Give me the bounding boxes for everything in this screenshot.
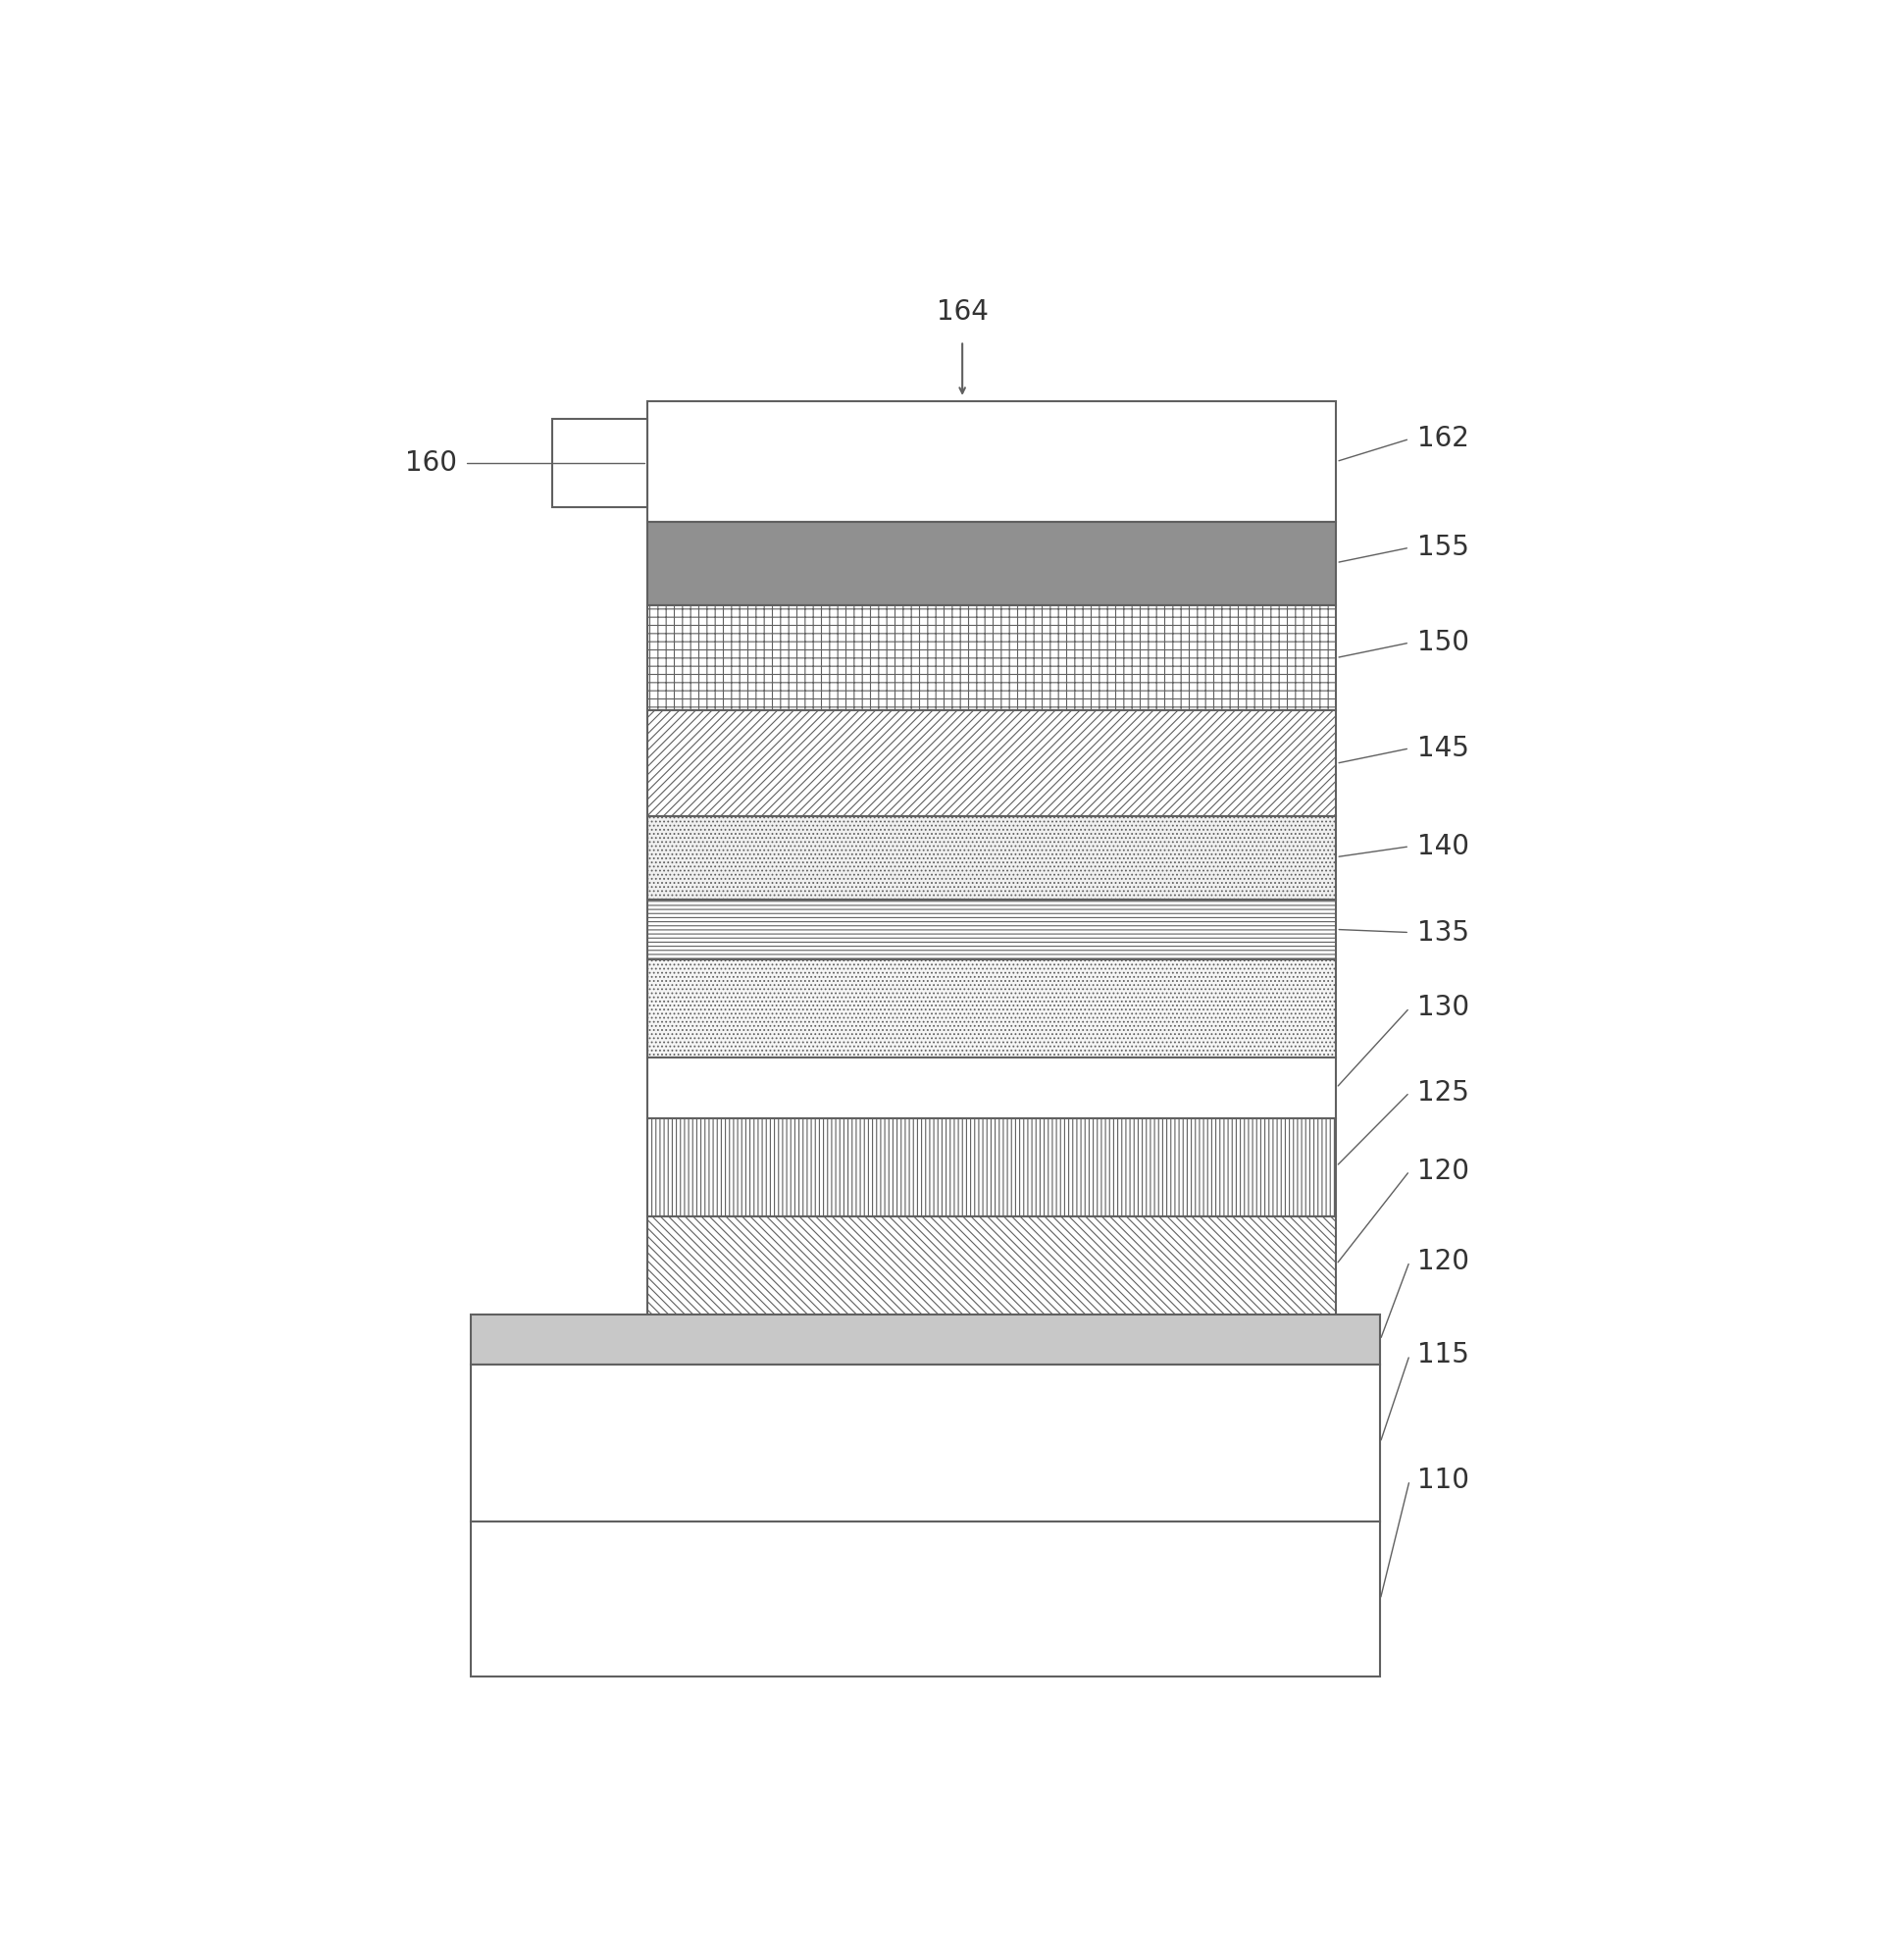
Bar — [647, 1215, 1336, 1315]
Text: 145: 145 — [1417, 735, 1468, 762]
Text: 155: 155 — [1417, 533, 1468, 561]
Bar — [471, 1315, 1381, 1364]
Text: 130: 130 — [1417, 994, 1468, 1021]
Bar — [647, 1117, 1336, 1215]
Bar — [647, 606, 1336, 711]
Bar — [647, 521, 1336, 606]
Bar — [471, 1364, 1381, 1521]
Text: 140: 140 — [1417, 833, 1468, 860]
Bar — [647, 1058, 1336, 1117]
Text: 162: 162 — [1417, 425, 1468, 453]
Text: 120: 120 — [1417, 1156, 1468, 1184]
Text: 120: 120 — [1417, 1249, 1468, 1276]
Text: 160: 160 — [405, 449, 458, 476]
Text: 164: 164 — [937, 298, 988, 325]
Text: 135: 135 — [1417, 919, 1468, 947]
Text: 110: 110 — [1417, 1466, 1468, 1494]
Bar — [647, 815, 1336, 900]
Bar — [647, 960, 1336, 1058]
Bar — [647, 900, 1336, 960]
Bar — [552, 419, 647, 508]
Bar — [647, 402, 1336, 521]
Bar — [471, 1521, 1381, 1676]
Bar — [647, 711, 1336, 815]
Text: 125: 125 — [1417, 1078, 1468, 1105]
Text: 150: 150 — [1417, 629, 1468, 657]
Text: 115: 115 — [1417, 1341, 1468, 1368]
